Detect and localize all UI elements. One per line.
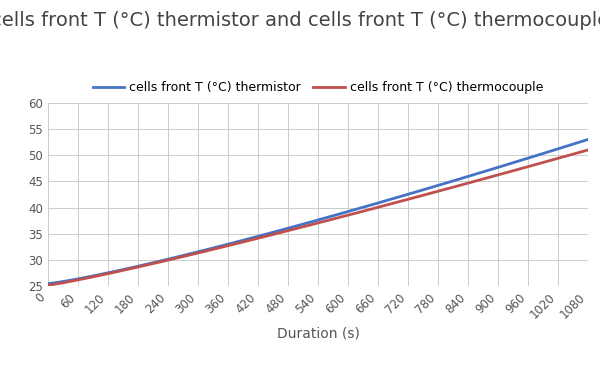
cells front T (°C) thermistor [466, 174, 473, 178]
cells front T (°C) thermocouple [415, 194, 422, 199]
cells front T (°C) thermistor [100, 272, 107, 276]
cells front T (°C) thermocouple [44, 283, 52, 287]
cells front T (°C) thermocouple [584, 148, 592, 152]
cells front T (°C) thermistor [282, 227, 289, 231]
Legend: cells front T (°C) thermistor, cells front T (°C) thermocouple: cells front T (°C) thermistor, cells fro… [88, 76, 548, 99]
X-axis label: Duration (s): Duration (s) [277, 327, 359, 341]
cells front T (°C) thermistor [475, 171, 482, 175]
cells front T (°C) thermocouple [282, 229, 289, 233]
cells front T (°C) thermocouple [475, 178, 482, 182]
cells front T (°C) thermocouple [100, 273, 107, 277]
cells front T (°C) thermocouple [466, 181, 473, 185]
cells front T (°C) thermistor [415, 189, 422, 193]
cells front T (°C) thermistor [44, 281, 52, 286]
Line: cells front T (°C) thermocouple: cells front T (°C) thermocouple [48, 150, 588, 285]
Line: cells front T (°C) thermistor: cells front T (°C) thermistor [48, 139, 588, 284]
cells front T (°C) thermistor [263, 232, 270, 236]
cells front T (°C) thermocouple [263, 234, 270, 238]
cells front T (°C) thermistor [584, 137, 592, 142]
Text: cells front T (°C) thermistor and cells front T (°C) thermocouple: cells front T (°C) thermistor and cells … [0, 11, 600, 30]
